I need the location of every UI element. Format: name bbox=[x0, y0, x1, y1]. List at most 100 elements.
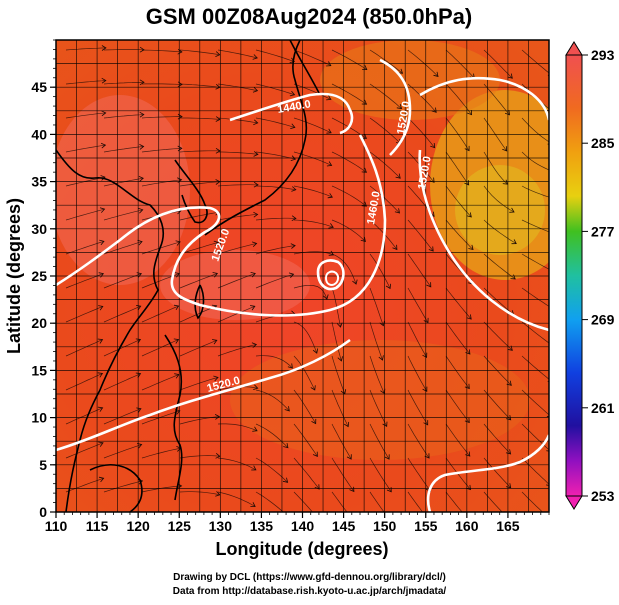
streamline bbox=[217, 491, 256, 507]
streamline bbox=[369, 83, 402, 109]
streamline bbox=[445, 151, 469, 186]
streamline bbox=[483, 491, 503, 512]
streamline-arrow bbox=[139, 79, 145, 86]
streamline-arrow bbox=[311, 418, 317, 425]
streamline bbox=[103, 114, 144, 119]
streamline bbox=[521, 117, 549, 143]
y-tick-label: 30 bbox=[31, 221, 47, 237]
streamline bbox=[103, 444, 142, 459]
coastlines bbox=[56, 40, 321, 512]
streamline-arrow bbox=[250, 502, 256, 507]
streamline-arrow bbox=[326, 128, 332, 134]
streamline bbox=[103, 339, 141, 357]
x-tick-label: 150 bbox=[373, 518, 397, 534]
coast-asia-mainland bbox=[56, 149, 165, 512]
streamline-arrow bbox=[252, 87, 259, 93]
streamline-arrow bbox=[290, 123, 296, 129]
streamline-arrow bbox=[428, 246, 434, 252]
streamline-arrow bbox=[466, 314, 472, 320]
streamline-arrow bbox=[326, 161, 333, 167]
streamline-arrow bbox=[291, 186, 297, 192]
streamline-arrow bbox=[394, 208, 401, 214]
y-tick-label: 10 bbox=[31, 410, 47, 426]
streamline bbox=[521, 457, 549, 485]
streamline-arrow bbox=[250, 305, 256, 311]
streamline bbox=[217, 117, 258, 124]
streamline-arrow bbox=[554, 232, 559, 237]
streamline bbox=[483, 219, 517, 244]
y-tick-label: 45 bbox=[31, 79, 47, 95]
streamline-arrow bbox=[284, 406, 290, 412]
streamline bbox=[331, 151, 367, 173]
streamline bbox=[407, 321, 427, 358]
streamline bbox=[331, 423, 352, 460]
streamline bbox=[445, 389, 470, 423]
streamline-arrow bbox=[288, 272, 295, 278]
contour-line bbox=[419, 76, 549, 121]
streamline bbox=[255, 423, 289, 448]
streamline bbox=[331, 355, 346, 395]
cool-patch bbox=[455, 165, 545, 255]
streamline-arrow bbox=[546, 515, 551, 520]
streamline-arrow bbox=[423, 317, 429, 324]
streamline bbox=[255, 83, 295, 96]
coast-borneo bbox=[89, 464, 143, 512]
streamline-arrow bbox=[397, 68, 404, 74]
streamline bbox=[521, 185, 549, 198]
streamline-arrow bbox=[100, 175, 106, 181]
streamline-arrow bbox=[175, 240, 181, 246]
streamline bbox=[483, 423, 511, 455]
streamline bbox=[217, 344, 257, 357]
y-tick-label: 20 bbox=[31, 315, 47, 331]
streamline-arrow bbox=[138, 176, 144, 182]
streamline bbox=[103, 305, 141, 323]
streamline-arrow bbox=[555, 197, 560, 202]
colorbar-tick-label: 261 bbox=[591, 400, 615, 416]
x-axis-label: Longitude (degrees) bbox=[215, 539, 388, 559]
streamline bbox=[407, 355, 428, 392]
streamline-arrow bbox=[551, 306, 556, 310]
streamline bbox=[141, 83, 183, 85]
y-tick-label: 25 bbox=[31, 268, 47, 284]
streamline-arrow bbox=[316, 517, 321, 522]
streamline bbox=[407, 219, 434, 252]
streamline bbox=[407, 457, 431, 492]
streamline bbox=[293, 491, 313, 512]
streamline-arrow bbox=[253, 211, 259, 218]
streamline bbox=[141, 374, 180, 391]
y-axis-ticks: 0 5 10 15 20 25 30 35 40 45 bbox=[31, 39, 56, 520]
streamline-arrow bbox=[139, 111, 145, 118]
streamline bbox=[217, 49, 258, 59]
streamline bbox=[65, 208, 105, 221]
streamline bbox=[255, 217, 296, 221]
streamline-arrow bbox=[546, 484, 549, 486]
streamline-arrow bbox=[283, 443, 289, 449]
streamline bbox=[293, 423, 318, 457]
streamline bbox=[445, 117, 470, 151]
streamline bbox=[445, 491, 463, 512]
streamline bbox=[445, 355, 470, 389]
coast-sakhalin-north bbox=[289, 40, 321, 96]
streamline-arrow bbox=[392, 244, 398, 251]
streamline bbox=[217, 457, 257, 471]
streamline bbox=[293, 457, 320, 490]
streamline-arrow bbox=[97, 372, 104, 378]
streamline-arrow bbox=[290, 243, 296, 249]
coast-taiwan bbox=[194, 284, 205, 320]
warm-patch bbox=[56, 95, 190, 285]
streamline-arrow bbox=[215, 491, 221, 497]
streamline bbox=[65, 373, 103, 391]
streamline bbox=[293, 49, 331, 66]
streamline bbox=[141, 116, 182, 119]
y-tick-label: 5 bbox=[39, 457, 47, 473]
streamline bbox=[65, 144, 106, 153]
x-tick-label: 155 bbox=[414, 518, 438, 534]
streamline-arrow bbox=[464, 383, 470, 390]
streamline-arrow bbox=[464, 145, 470, 152]
streamline bbox=[407, 151, 435, 183]
contour-label: 1440.0 bbox=[276, 98, 311, 116]
streamline-arrow bbox=[173, 304, 180, 311]
streamline bbox=[141, 241, 181, 255]
streamline bbox=[179, 339, 217, 357]
